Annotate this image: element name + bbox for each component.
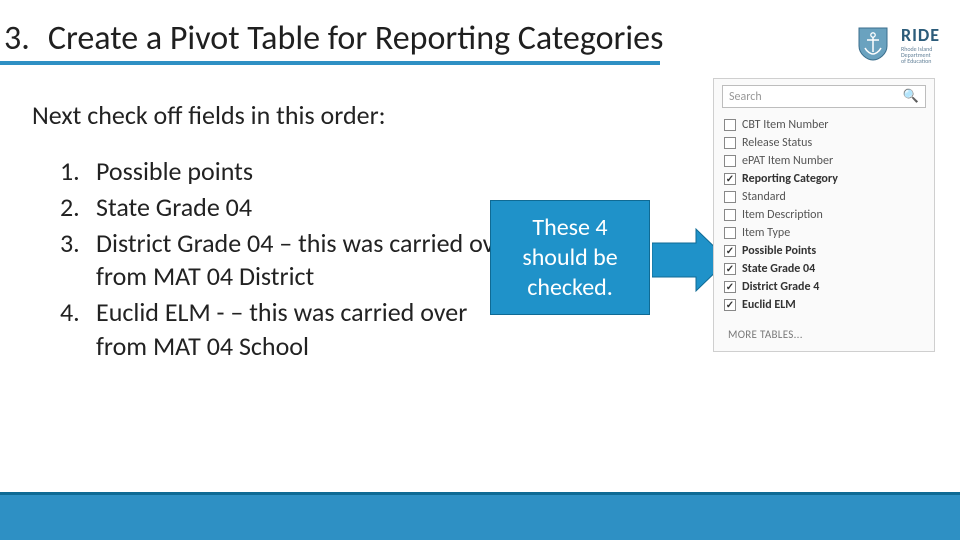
- list-item: 4. Euclid ELM - – this was carried over …: [60, 296, 520, 364]
- field-label: Possible Points: [742, 244, 816, 258]
- field-row[interactable]: Possible Points: [724, 242, 924, 260]
- callout-box: These 4 should be checked.: [490, 200, 650, 315]
- field-checkbox[interactable]: [724, 119, 736, 131]
- field-checkbox[interactable]: [724, 173, 736, 185]
- ordered-list: 1. Possible points 2. State Grade 04 3. …: [60, 155, 520, 364]
- ride-logo: RIDE Rhode Island Department of Educatio…: [855, 24, 940, 64]
- title-underline: [0, 61, 660, 65]
- field-label: Item Type: [742, 226, 790, 240]
- list-item-number: 1.: [60, 155, 92, 189]
- field-row[interactable]: Item Type: [724, 224, 924, 242]
- title-number: 3.: [4, 18, 30, 59]
- field-label: CBT Item Number: [742, 118, 828, 132]
- field-label: Release Status: [742, 136, 812, 150]
- field-checkbox[interactable]: [724, 155, 736, 167]
- footer-bar: [0, 492, 960, 540]
- search-input[interactable]: Search 🔍: [722, 85, 926, 108]
- list-item: 2. State Grade 04: [60, 191, 520, 225]
- title-left: 3. Create a Pivot Table for Reporting Ca…: [0, 18, 663, 59]
- field-row[interactable]: District Grade 4: [724, 278, 924, 296]
- list-item-number: 3.: [60, 227, 92, 295]
- field-label: District Grade 4: [742, 280, 819, 294]
- field-list: CBT Item Number Release Status ePAT Item N…: [714, 116, 934, 322]
- field-checkbox[interactable]: [724, 209, 736, 221]
- field-label: State Grade 04: [742, 262, 815, 276]
- ride-logo-text: RIDE Rhode Island Department of Educatio…: [901, 24, 940, 64]
- field-checkbox[interactable]: [724, 263, 736, 275]
- field-row[interactable]: Standard: [724, 188, 924, 206]
- list-item: 3. District Grade 04 – this was carried …: [60, 227, 520, 295]
- ride-logo-mark: [855, 26, 891, 62]
- list-item-number: 2.: [60, 191, 92, 225]
- title-row: 3. Create a Pivot Table for Reporting Ca…: [0, 0, 960, 65]
- ride-logo-sub3: of Education: [901, 58, 940, 64]
- field-checkbox[interactable]: [724, 191, 736, 203]
- list-item-text: State Grade 04: [92, 191, 520, 225]
- field-row[interactable]: Item Description: [724, 206, 924, 224]
- field-row[interactable]: ePAT Item Number: [724, 152, 924, 170]
- field-label: ePAT Item Number: [742, 154, 833, 168]
- ride-logo-main: RIDE: [901, 24, 940, 46]
- list-item-text: Possible points: [92, 155, 520, 189]
- field-label: Reporting Category: [742, 172, 838, 186]
- anchor-shield-icon: [855, 26, 891, 62]
- field-checkbox[interactable]: [724, 281, 736, 293]
- field-label: Standard: [742, 190, 786, 204]
- title-left-wrap: 3. Create a Pivot Table for Reporting Ca…: [0, 18, 663, 65]
- list-item-text: District Grade 04 – this was carried ove…: [92, 227, 520, 295]
- field-label: Item Description: [742, 208, 823, 222]
- callout: These 4 should be checked.: [490, 200, 650, 315]
- field-row[interactable]: Euclid ELM: [724, 296, 924, 314]
- field-row[interactable]: Release Status: [724, 134, 924, 152]
- field-checkbox[interactable]: [724, 227, 736, 239]
- field-checkbox[interactable]: [724, 245, 736, 257]
- field-row[interactable]: CBT Item Number: [724, 116, 924, 134]
- field-row[interactable]: Reporting Category: [724, 170, 924, 188]
- search-icon: 🔍: [903, 89, 919, 104]
- field-checkbox[interactable]: [724, 137, 736, 149]
- field-label: Euclid ELM: [742, 298, 796, 312]
- slide: 3. Create a Pivot Table for Reporting Ca…: [0, 0, 960, 540]
- more-tables-link[interactable]: MORE TABLES...: [714, 322, 934, 351]
- field-row[interactable]: State Grade 04: [724, 260, 924, 278]
- list-item-text: Euclid ELM - – this was carried over fro…: [92, 296, 520, 364]
- field-checkbox[interactable]: [724, 299, 736, 311]
- pivot-fields-panel: Search 🔍 CBT Item Number Release Status eP…: [713, 78, 935, 352]
- list-item: 1. Possible points: [60, 155, 520, 189]
- title-text: Create a Pivot Table for Reporting Categ…: [48, 18, 664, 59]
- list-item-number: 4.: [60, 296, 92, 364]
- search-placeholder: Search: [729, 90, 762, 104]
